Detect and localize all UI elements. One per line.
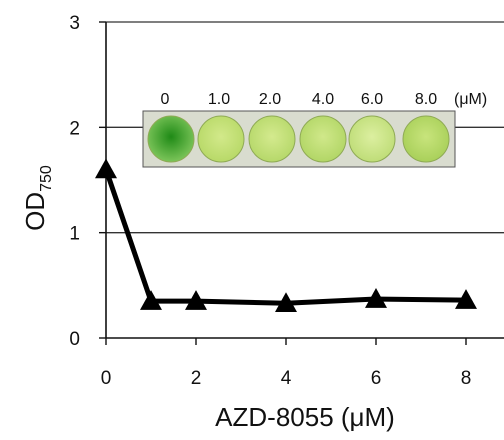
x-axis-title: AZD-8055 (μM) (215, 402, 395, 432)
well-circle (147, 115, 195, 163)
data-point-marker (95, 158, 117, 179)
data-point-marker (140, 290, 162, 310)
inset-concentration-label: 2.0 (259, 91, 281, 108)
y-tick-label: 2 (69, 118, 80, 139)
x-ticks: 0 2 4 6 8 (101, 338, 472, 389)
y-axis-title: OD750 (20, 165, 55, 231)
well-circle (348, 115, 396, 163)
y-ticks: 0 1 2 3 (69, 13, 106, 350)
well-circle (248, 115, 296, 163)
well-plate-inset: 0 1.0 2.0 4.0 6.0 8.0 (μM) (142, 91, 487, 168)
y-axis-title-main: OD (20, 192, 50, 231)
y-tick-label: 1 (69, 224, 80, 245)
inset-concentration-label: 4.0 (312, 91, 334, 108)
wells (147, 115, 450, 163)
x-tick-label: 2 (191, 368, 202, 389)
data-point-marker (455, 289, 477, 309)
inset-concentration-label: 8.0 (415, 91, 437, 108)
well-circle (299, 115, 347, 163)
well-circle (402, 115, 450, 163)
inset-concentration-label: 6.0 (361, 91, 383, 108)
y-tick-label: 3 (69, 13, 80, 34)
x-tick-label: 6 (371, 368, 382, 389)
well-circle (197, 115, 245, 163)
data-point-marker (275, 292, 297, 313)
y-tick-label: 0 (69, 329, 80, 350)
y-axis-title-subscript: 750 (38, 165, 55, 192)
axes (105, 22, 504, 339)
x-tick-label: 8 (461, 368, 472, 389)
x-tick-label: 4 (281, 368, 292, 389)
data-point-marker (365, 288, 387, 308)
inset-concentration-labels: 0 1.0 2.0 4.0 6.0 8.0 (161, 91, 438, 108)
series-line (103, 168, 467, 306)
inset-concentration-label: 1.0 (208, 91, 230, 108)
series-layer (95, 158, 477, 313)
x-tick-label: 0 (101, 368, 112, 389)
inset-concentration-label: 0 (161, 91, 170, 108)
data-point-marker (185, 290, 207, 310)
inset-unit-label: (μM) (454, 91, 487, 108)
